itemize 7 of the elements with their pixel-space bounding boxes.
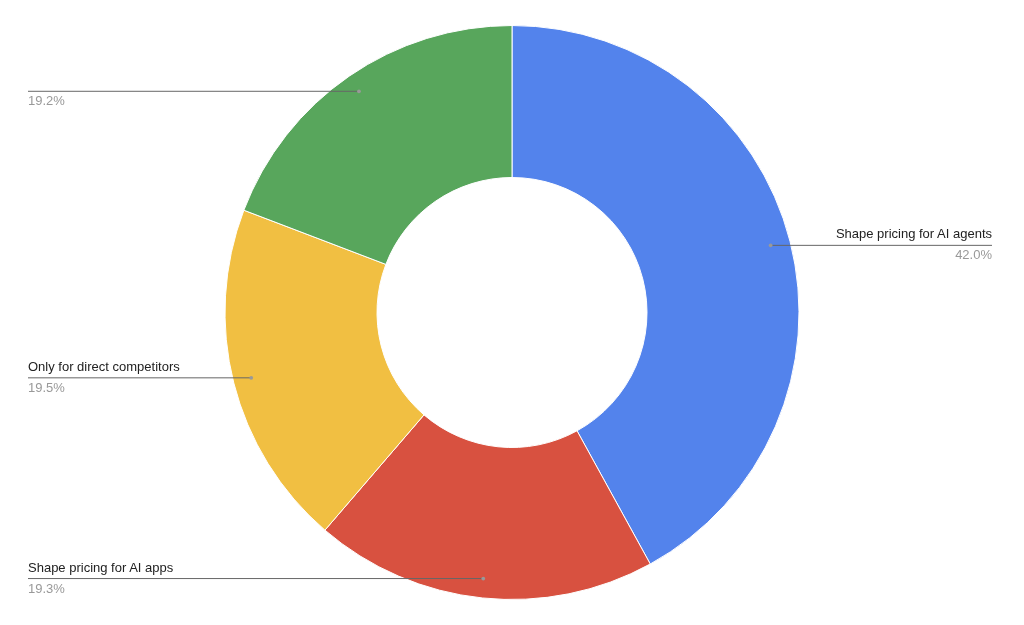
data-label: 19.5% [28, 379, 66, 395]
data-label: 42.0% [955, 247, 993, 263]
slice-label: Only for direct competitors [28, 358, 181, 374]
data-label: 19.2% [28, 93, 66, 109]
slice-label: Shape pricing for AI apps [28, 559, 174, 575]
data-label: 19.3% [28, 580, 66, 596]
slice-label: Shape pricing for AI agents [835, 226, 993, 242]
